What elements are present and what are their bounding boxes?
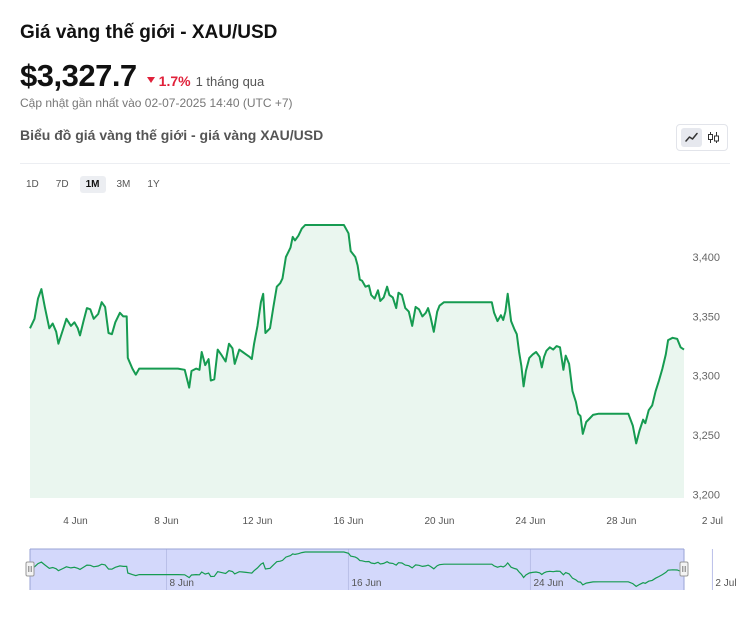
navigator-tick-label: 16 Jun bbox=[351, 578, 381, 589]
line-chart-icon bbox=[684, 132, 698, 142]
price-summary: $3,327.7 1.7% 1 tháng qua bbox=[20, 58, 264, 94]
x-tick-label: 8 Jun bbox=[154, 516, 178, 527]
price-change: 1.7% bbox=[158, 73, 191, 89]
navigator-tick-label: 8 Jun bbox=[169, 578, 193, 589]
navigator-tick-label: 24 Jun bbox=[533, 578, 563, 589]
x-tick-label: 2 Jul bbox=[702, 516, 723, 527]
navigator-line bbox=[29, 551, 685, 588]
candlestick-icon bbox=[707, 132, 719, 143]
time-range-selector: 1D 7D 1M 3M 1Y bbox=[20, 176, 171, 193]
x-tick-label: 12 Jun bbox=[242, 516, 272, 527]
x-tick-label: 20 Jun bbox=[424, 516, 454, 527]
change-period: 1 tháng qua bbox=[195, 74, 265, 89]
page-title: Giá vàng thế giới - XAU/USD bbox=[20, 22, 278, 43]
range-1y-button[interactable]: 1Y bbox=[147, 179, 160, 190]
x-tick-label: 16 Jun bbox=[333, 516, 363, 527]
x-tick-label: 4 Jun bbox=[63, 516, 87, 527]
y-tick-label: 3,350 bbox=[692, 311, 720, 323]
candlestick-button[interactable] bbox=[703, 128, 724, 147]
x-tick-label: 24 Jun bbox=[515, 516, 545, 527]
chart-type-toggle bbox=[676, 124, 728, 151]
navigator-tick-label: 2 Jul bbox=[715, 578, 736, 589]
x-tick-label: 28 Jun bbox=[606, 516, 636, 527]
y-tick-label: 3,300 bbox=[692, 371, 720, 383]
range-3m-button[interactable]: 3M bbox=[116, 179, 131, 190]
current-price: $3,327.7 bbox=[20, 58, 137, 93]
range-1d-button[interactable]: 1D bbox=[26, 179, 39, 190]
price-line bbox=[29, 224, 685, 445]
chart-title: Biểu đồ giá vàng thế giới - giá vàng XAU… bbox=[20, 127, 324, 143]
range-1m-button[interactable]: 1M bbox=[79, 176, 106, 193]
down-arrow-icon bbox=[146, 77, 155, 83]
last-updated: Cập nhật gần nhất vào 02-07-2025 14:40 (… bbox=[20, 96, 293, 110]
navigator-left-handle[interactable] bbox=[25, 561, 35, 577]
y-tick-label: 3,250 bbox=[692, 430, 720, 442]
header-divider bbox=[20, 163, 730, 164]
line-chart-button[interactable] bbox=[680, 128, 702, 147]
price-area bbox=[30, 225, 684, 498]
navigator-selection bbox=[30, 549, 684, 590]
navigator-right-handle[interactable] bbox=[679, 561, 689, 577]
y-tick-label: 3,200 bbox=[692, 489, 720, 501]
range-7d-button[interactable]: 7D bbox=[55, 179, 69, 190]
y-tick-label: 3,400 bbox=[692, 252, 720, 264]
